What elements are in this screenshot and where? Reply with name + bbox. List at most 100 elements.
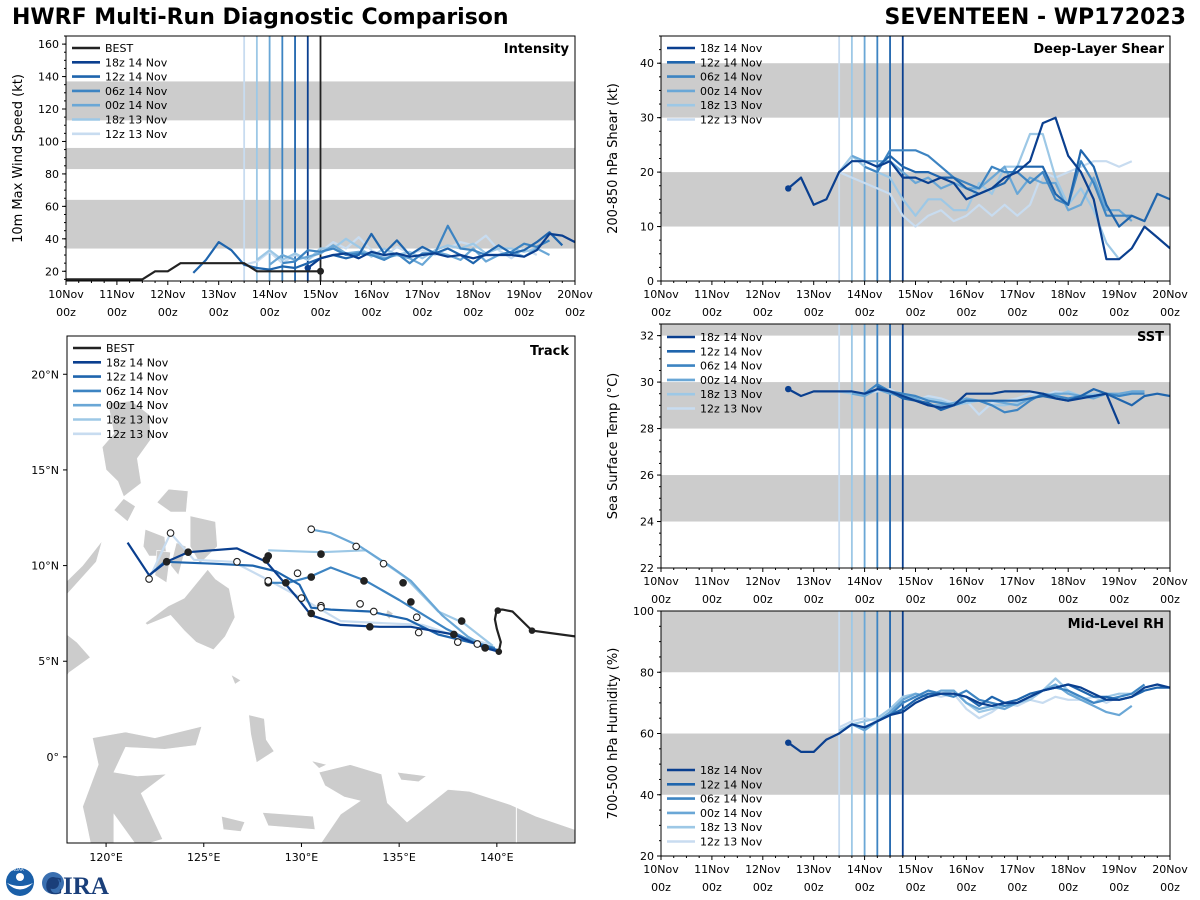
intensity-x-tick-label: 11Nov [99, 288, 135, 301]
rh-x-tick-hour: 00z [906, 881, 926, 894]
rh-band [661, 611, 1170, 673]
rh-x-tick-label: 20Nov [1152, 863, 1188, 876]
cira-text: CIRA [45, 873, 109, 898]
track-legend-label: 12z 13 Nov [106, 428, 169, 441]
track-lon-label: 135°E [382, 851, 415, 864]
shear-x-tick-label: 15Nov [898, 288, 934, 301]
shear-series-line [851, 154, 1133, 222]
bicol-peninsula [156, 488, 189, 513]
sst-x-tick-label: 16Nov [949, 575, 985, 588]
intensity-legend-label: 12z 14 Nov [105, 71, 168, 84]
shear-x-tick-label: 10Nov [643, 288, 679, 301]
sst-series-line [876, 385, 1170, 412]
track-position-dot [412, 613, 421, 622]
intensity-y-tick-label: 160 [38, 38, 59, 51]
shear-x-tick-hour: 00z [753, 306, 773, 319]
track-lon-label: 130°E [285, 851, 318, 864]
sst-x-tick-label: 10Nov [643, 575, 679, 588]
shear-panel: 10Nov 00z 11Nov 00z 12Nov 00z 13Nov 00z 14Nov 00z… [606, 35, 1188, 319]
sst-x-tick-label: 20Nov [1152, 575, 1188, 588]
intensity-series-line [282, 224, 551, 265]
sst-legend-label: 18z 14 Nov [700, 331, 763, 344]
sst-init-marker [785, 385, 792, 393]
rh-x-tick-hour: 00z [1160, 881, 1180, 894]
track-legend-label: 18z 13 Nov [106, 414, 169, 427]
sst-y-tick-label: 24 [640, 516, 654, 529]
track-panel-title: Track [530, 344, 569, 359]
mindanao-island [144, 568, 236, 651]
rh-x-tick-label: 15Nov [898, 863, 934, 876]
track-position-dot [369, 607, 378, 616]
rh-x-tick-label: 12Nov [745, 863, 781, 876]
track-position-dot [356, 599, 364, 608]
track-legend-label: 06z 14 Nov [106, 385, 169, 398]
rh-x-tick-label: 11Nov [694, 863, 730, 876]
seram-island [261, 812, 316, 830]
track-line [309, 528, 492, 651]
rh-legend-label: 18z 13 Nov [700, 821, 763, 834]
rh-x-tick-hour: 00z [957, 881, 977, 894]
track-position-dot [162, 557, 171, 566]
intensity-legend-label: 18z 13 Nov [105, 114, 168, 127]
intensity-y-axis-label: 10m Max Wind Speed (kt) [11, 74, 26, 243]
intensity-y-tick-label: 40 [45, 233, 59, 246]
sst-x-tick-hour: 00z [804, 593, 824, 606]
figure-title: HWRF Multi-Run Diagnostic Comparison [12, 5, 509, 30]
noaa-logo [6, 868, 34, 896]
sulawesi-island [82, 725, 203, 843]
sst-y-axis-label: Sea Surface Temp (°C) [606, 373, 621, 520]
track-position-dot [365, 622, 374, 631]
sst-x-tick-label: 17Nov [1000, 575, 1036, 588]
rh-legend-label: 12z 14 Nov [700, 778, 763, 791]
shear-y-axis-label: 200-850 hPa Shear (kt) [606, 83, 621, 234]
shear-x-tick-label: 11Nov [694, 288, 730, 301]
rh-x-tick-label: 16Nov [949, 863, 985, 876]
rh-y-tick-label: 20 [640, 850, 654, 863]
rh-band [661, 733, 1170, 795]
shear-panel-title: Deep-Layer Shear [1033, 42, 1164, 57]
sst-legend-label: 12z 14 Nov [700, 345, 763, 358]
rh-x-tick-hour: 00z [651, 881, 671, 894]
halmahera-island [248, 714, 275, 764]
sst-plot-area [661, 324, 1170, 568]
rh-plot-area [661, 611, 1170, 856]
track-position-dot [379, 559, 388, 568]
cira-globe-core [47, 877, 59, 889]
track-lat-label: 10°N [31, 560, 59, 573]
sst-band [661, 475, 1170, 522]
rh-legend-label: 06z 14 Nov [700, 793, 763, 806]
rh-legend-label: 12z 13 Nov [700, 836, 763, 849]
sst-panel-title: SST [1137, 330, 1164, 345]
intensity-x-tick-label: 18Nov [455, 288, 491, 301]
intensity-x-tick-hour: 00z [209, 306, 229, 319]
biak-island [396, 771, 428, 783]
track-position-dot [414, 628, 423, 637]
rh-y-tick-label: 100 [633, 605, 654, 618]
intensity-x-tick-label: 16Nov [354, 288, 390, 301]
shear-legend-label: 12z 14 Nov [700, 56, 763, 69]
rh-x-tick-hour: 00z [855, 881, 875, 894]
track-position-dot [307, 525, 316, 534]
track-lat-label: 20°N [31, 368, 59, 381]
shear-x-tick-label: 17Nov [1000, 288, 1036, 301]
shear-y-tick-label: 10 [640, 221, 654, 234]
sst-x-tick-hour: 00z [957, 593, 977, 606]
intensity-legend-label: BEST [105, 42, 133, 55]
intensity-y-tick-label: 60 [45, 200, 59, 213]
track-lon-label: 120°E [89, 851, 122, 864]
shear-x-tick-hour: 00z [1058, 306, 1078, 319]
intensity-x-tick-hour: 00z [311, 306, 331, 319]
sst-x-tick-hour: 00z [651, 593, 671, 606]
track-position-dot [264, 577, 273, 585]
rh-panel-title: Mid-Level RH [1068, 617, 1164, 632]
sst-x-tick-label: 11Nov [694, 575, 730, 588]
track-position-dot [307, 609, 316, 618]
intensity-x-tick-hour: 00z [56, 306, 76, 319]
intensity-x-tick-hour: 00z [412, 306, 432, 319]
intensity-legend-label: 06z 14 Nov [105, 85, 168, 98]
track-lat-label: 15°N [31, 464, 59, 477]
shear-legend-label: 00z 14 Nov [700, 85, 763, 98]
track-position-dot [481, 644, 489, 652]
